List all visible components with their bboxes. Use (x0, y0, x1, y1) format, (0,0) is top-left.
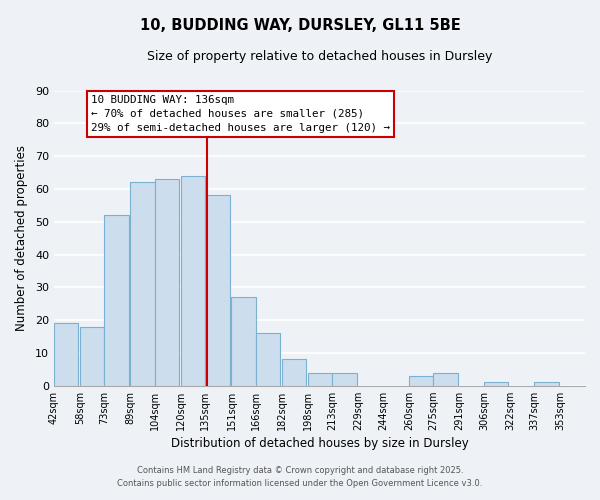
Text: Contains HM Land Registry data © Crown copyright and database right 2025.
Contai: Contains HM Land Registry data © Crown c… (118, 466, 482, 487)
Bar (181, 176, 205, 386)
Bar (80, 326, 104, 386)
Bar (232, 297, 256, 386)
Bar (205, 196, 230, 386)
Y-axis label: Number of detached properties: Number of detached properties (15, 145, 28, 331)
Bar (433, 372, 458, 386)
Bar (130, 182, 155, 386)
Bar (409, 376, 433, 386)
Text: 10, BUDDING WAY, DURSLEY, GL11 5BE: 10, BUDDING WAY, DURSLEY, GL11 5BE (140, 18, 460, 32)
Bar (332, 372, 357, 386)
Text: 10 BUDDING WAY: 136sqm
← 70% of detached houses are smaller (285)
29% of semi-de: 10 BUDDING WAY: 136sqm ← 70% of detached… (91, 95, 390, 133)
Bar (155, 179, 179, 386)
Bar (54, 324, 79, 386)
Bar (104, 215, 129, 386)
Bar (484, 382, 508, 386)
Bar (535, 382, 559, 386)
Title: Size of property relative to detached houses in Dursley: Size of property relative to detached ho… (147, 50, 492, 63)
Bar (282, 360, 307, 386)
Bar (308, 372, 332, 386)
Bar (256, 333, 280, 386)
X-axis label: Distribution of detached houses by size in Dursley: Distribution of detached houses by size … (170, 437, 469, 450)
